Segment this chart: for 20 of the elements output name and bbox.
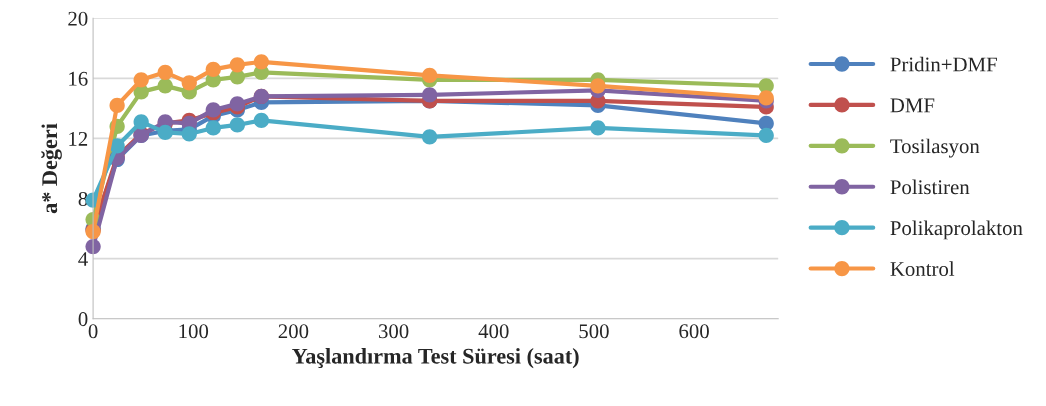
x-tick-label: 100 bbox=[179, 324, 209, 339]
legend-label: Polistiren bbox=[890, 179, 970, 195]
x-tick-label: 0 bbox=[88, 324, 98, 339]
y-tick-label: 20 bbox=[68, 11, 88, 26]
x-tick-label: 600 bbox=[679, 324, 709, 339]
y-tick-label: 16 bbox=[69, 71, 88, 86]
y-tick-label: 12 bbox=[69, 131, 88, 146]
legend-label: Kontrol bbox=[890, 261, 955, 277]
x-tick-label: 200 bbox=[278, 324, 309, 339]
y-tick-label: 4 bbox=[78, 252, 88, 266]
legend-label: Tosilasyon bbox=[890, 138, 980, 158]
x-axis-title: Yaşlandırma Test Süresi (saat) bbox=[292, 348, 579, 369]
legend-label: Polikaprolakton bbox=[890, 220, 1023, 240]
x-tick-label: 400 bbox=[478, 324, 509, 339]
x-tick-label: 300 bbox=[378, 324, 409, 339]
x-tick-label: 500 bbox=[579, 324, 609, 339]
legend-label: DMF bbox=[890, 98, 935, 113]
y-tick-label: 0 bbox=[78, 312, 88, 327]
y-axis-title: a* Değeri bbox=[41, 123, 62, 214]
legend-label: Pridin+DMF bbox=[890, 56, 997, 72]
